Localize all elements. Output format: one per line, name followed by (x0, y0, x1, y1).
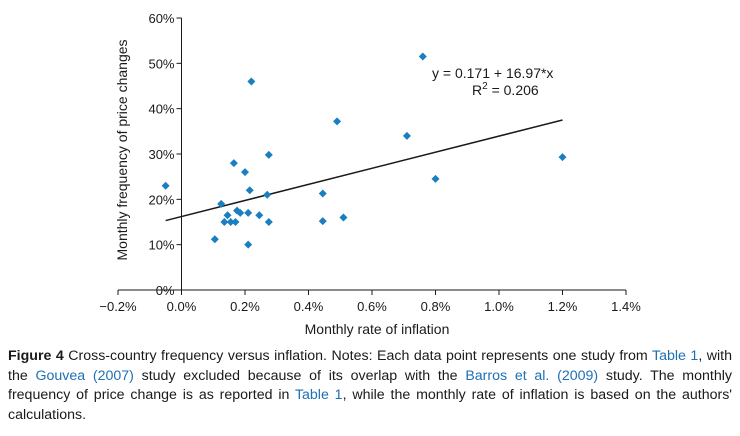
x-tick-label: 1.4% (611, 299, 641, 314)
data-point (418, 52, 427, 61)
caption-text-2: , with the (8, 348, 732, 384)
data-point (247, 77, 256, 86)
x-tick-label: 1.0% (484, 299, 514, 314)
y-tick-label: 10% (148, 238, 174, 253)
data-point (402, 131, 411, 140)
data-point (244, 240, 253, 249)
figure-label: Figure 4 (8, 348, 64, 364)
data-point (255, 211, 264, 220)
x-tick-label: 0.8% (421, 299, 451, 314)
axes (117, 17, 627, 295)
data-point (210, 235, 219, 244)
data-point (220, 218, 229, 226)
data-point (244, 208, 253, 217)
caption-text-1: Cross-country frequency versus inflation… (63, 348, 652, 364)
caption-link-barros[interactable]: Barros et al. (2009) (465, 367, 599, 384)
scatter-chart: −0.2% 0.0% 0.2% 0.4% 0.6% 0.8% 1.0% 1.2% 1.4% 0% 1… (99, 11, 641, 337)
data-point (226, 218, 235, 226)
y-tick-label: 30% (148, 147, 174, 162)
data-point (223, 211, 232, 220)
data-point (241, 168, 249, 177)
data-point (231, 218, 240, 226)
y-tick-label: 50% (148, 56, 174, 71)
regression-line (165, 119, 563, 222)
data-points (161, 52, 567, 249)
y-tick-label: 20% (148, 192, 174, 207)
chart-labels: −0.2% 0.0% 0.2% 0.4% 0.6% 0.8% 1.0% 1.2% 1.4% 0% 1… (99, 11, 641, 337)
data-point (318, 217, 327, 226)
data-point (245, 186, 254, 195)
x-axis-title: Monthly rate of inflation (305, 321, 450, 337)
data-point (263, 190, 272, 199)
data-point (264, 150, 273, 159)
data-point (339, 213, 348, 222)
regression-equation: y = 0.171 + 16.97*x (432, 65, 553, 81)
data-point (264, 218, 273, 226)
caption-link-table1-second[interactable]: Table 1 (294, 387, 343, 403)
data-point (236, 208, 245, 217)
caption-text-4: study. The monthly frequency of price ch… (8, 367, 732, 404)
caption-text-3: study excluded because of its overlap wi… (133, 367, 466, 384)
y-axis-title: Monthly frequency of price changes (114, 39, 130, 260)
data-point (161, 181, 170, 190)
trendline-layer (165, 119, 563, 222)
caption-text-5: , while the monthly rate of inflation is… (8, 387, 732, 423)
caption-link-gouvea[interactable]: Gouvea (2007) (35, 367, 134, 384)
x-tick-label: −0.2% (99, 299, 137, 314)
x-tick-label: 1.2% (548, 299, 578, 314)
data-point (431, 174, 440, 183)
data-point (229, 159, 238, 168)
data-point (558, 153, 567, 162)
x-tick-label: 0.6% (357, 299, 387, 314)
x-tick-label: 0.0% (167, 299, 197, 314)
y-tick-label: 0% (156, 283, 175, 298)
x-tick-label: 0.4% (294, 299, 324, 314)
r-squared-label: R2 = 0.206 (472, 81, 539, 98)
data-point (318, 189, 327, 198)
y-tick-label: 40% (148, 102, 174, 117)
x-tick-label: 0.2% (230, 299, 260, 314)
figure-caption: Figure 4 Cross-country frequency versus … (8, 347, 732, 425)
caption-link-table1[interactable]: Table 1 (652, 348, 699, 364)
data-point (333, 117, 342, 126)
y-tick-label: 60% (148, 11, 174, 26)
data-point (217, 199, 226, 208)
